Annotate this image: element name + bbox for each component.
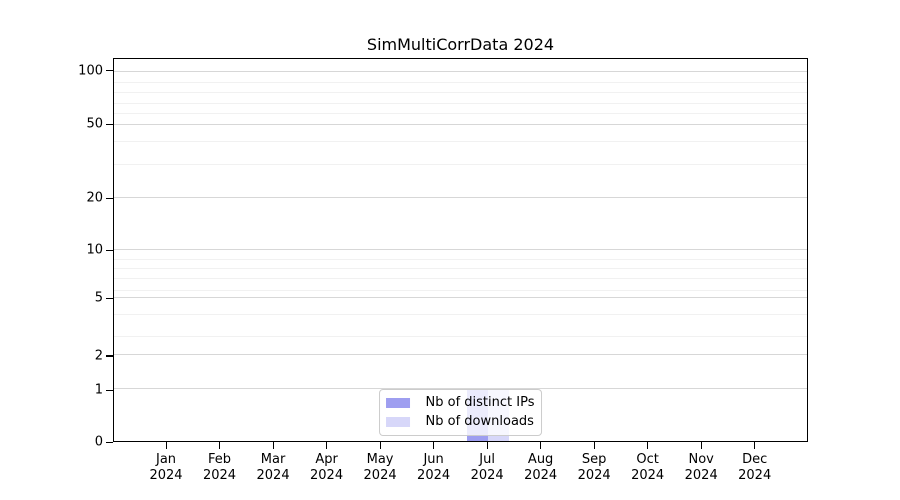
- y-tick-mark-2: [106, 355, 113, 357]
- x-tick-label-apr-2024: Apr 2024: [310, 452, 344, 483]
- gridline-10: [114, 249, 807, 250]
- bar-layer: [114, 59, 807, 441]
- x-tick-label-jan-2024: Jan 2024: [149, 452, 183, 483]
- x-tick-label-feb-2024: Feb 2024: [202, 452, 237, 483]
- y-tick-label-20: 20: [86, 190, 103, 206]
- legend-swatch-downloads: [385, 416, 410, 427]
- x-tick-label-dec-2024: Dec 2024: [738, 452, 772, 483]
- gridline-minor-3: [114, 336, 807, 338]
- x-tick-mark-dec-2024: [754, 442, 756, 449]
- gridline-minor-8: [114, 267, 807, 269]
- gridline-minor-6: [114, 289, 807, 291]
- x-tick-label-sep-2024: Sep 2024: [577, 452, 611, 483]
- gridline-minor-7: [114, 278, 807, 280]
- legend-label-distinct-ips: Nb of distinct IPs: [425, 395, 535, 410]
- x-tick-mark-sep-2024: [593, 442, 595, 449]
- plot-area: Nb of distinct IPs Nb of downloads: [113, 58, 808, 442]
- y-tick-mark-100: [106, 70, 113, 72]
- x-tick-mark-feb-2024: [219, 442, 221, 449]
- y-tick-label-1: 1: [94, 382, 103, 398]
- y-tick-label-2: 2: [94, 348, 103, 364]
- x-tick-mark-apr-2024: [326, 442, 328, 449]
- gridline-100: [114, 70, 807, 72]
- y-tick-label-50: 50: [86, 116, 103, 132]
- gridline-minor-60: [114, 112, 807, 114]
- y-tick-label-10: 10: [86, 242, 103, 258]
- x-tick-mark-aug-2024: [540, 442, 542, 449]
- x-tick-mark-oct-2024: [647, 442, 649, 449]
- x-tick-mark-jan-2024: [165, 442, 167, 449]
- y-tick-mark-0: [106, 441, 113, 443]
- legend-item-distinct-ips: Nb of distinct IPs: [385, 393, 535, 412]
- legend-label-downloads: Nb of downloads: [425, 414, 534, 429]
- grid-layer: [114, 59, 807, 441]
- chart-title: SimMultiCorrData 2024: [366, 35, 555, 54]
- x-tick-label-mar-2024: Mar 2024: [256, 452, 290, 483]
- legend: Nb of distinct IPs Nb of downloads: [378, 389, 543, 436]
- gridline-minor-4: [114, 313, 807, 315]
- y-tick-mark-10: [106, 249, 113, 251]
- gridline-5: [114, 296, 807, 298]
- legend-item-downloads: Nb of downloads: [385, 412, 535, 431]
- gridline-minor-90: [114, 81, 807, 83]
- x-tick-label-may-2024: May 2024: [363, 452, 397, 483]
- x-tick-mark-may-2024: [379, 442, 381, 449]
- x-tick-mark-nov-2024: [700, 442, 702, 449]
- x-tick-mark-mar-2024: [272, 442, 274, 449]
- gridline-20: [114, 197, 807, 199]
- x-tick-label-jun-2024: Jun 2024: [417, 452, 451, 483]
- gridline-minor-9: [114, 258, 807, 260]
- x-tick-label-nov-2024: Nov 2024: [684, 452, 718, 483]
- gridline-minor-30: [114, 163, 807, 165]
- y-tick-mark-1: [106, 389, 113, 391]
- x-tick-mark-jul-2024: [486, 442, 488, 449]
- y-tick-mark-50: [106, 123, 113, 125]
- gridline-50: [114, 123, 807, 125]
- legend-swatch-distinct-ips: [385, 397, 410, 408]
- gridline-2: [114, 354, 807, 356]
- x-tick-label-aug-2024: Aug 2024: [524, 452, 558, 483]
- x-tick-label-oct-2024: Oct 2024: [631, 452, 665, 483]
- y-tick-label-100: 100: [78, 63, 103, 79]
- y-tick-label-0: 0: [94, 434, 103, 450]
- y-tick-mark-5: [106, 297, 113, 299]
- x-tick-label-jul-2024: Jul 2024: [470, 452, 504, 483]
- gridline-minor-40: [114, 140, 807, 142]
- gridline-1: [114, 388, 807, 390]
- x-tick-mark-jun-2024: [433, 442, 435, 449]
- gridline-minor-80: [114, 92, 807, 94]
- y-tick-mark-20: [106, 197, 113, 199]
- y-tick-label-5: 5: [94, 290, 103, 306]
- gridline-minor-70: [114, 102, 807, 104]
